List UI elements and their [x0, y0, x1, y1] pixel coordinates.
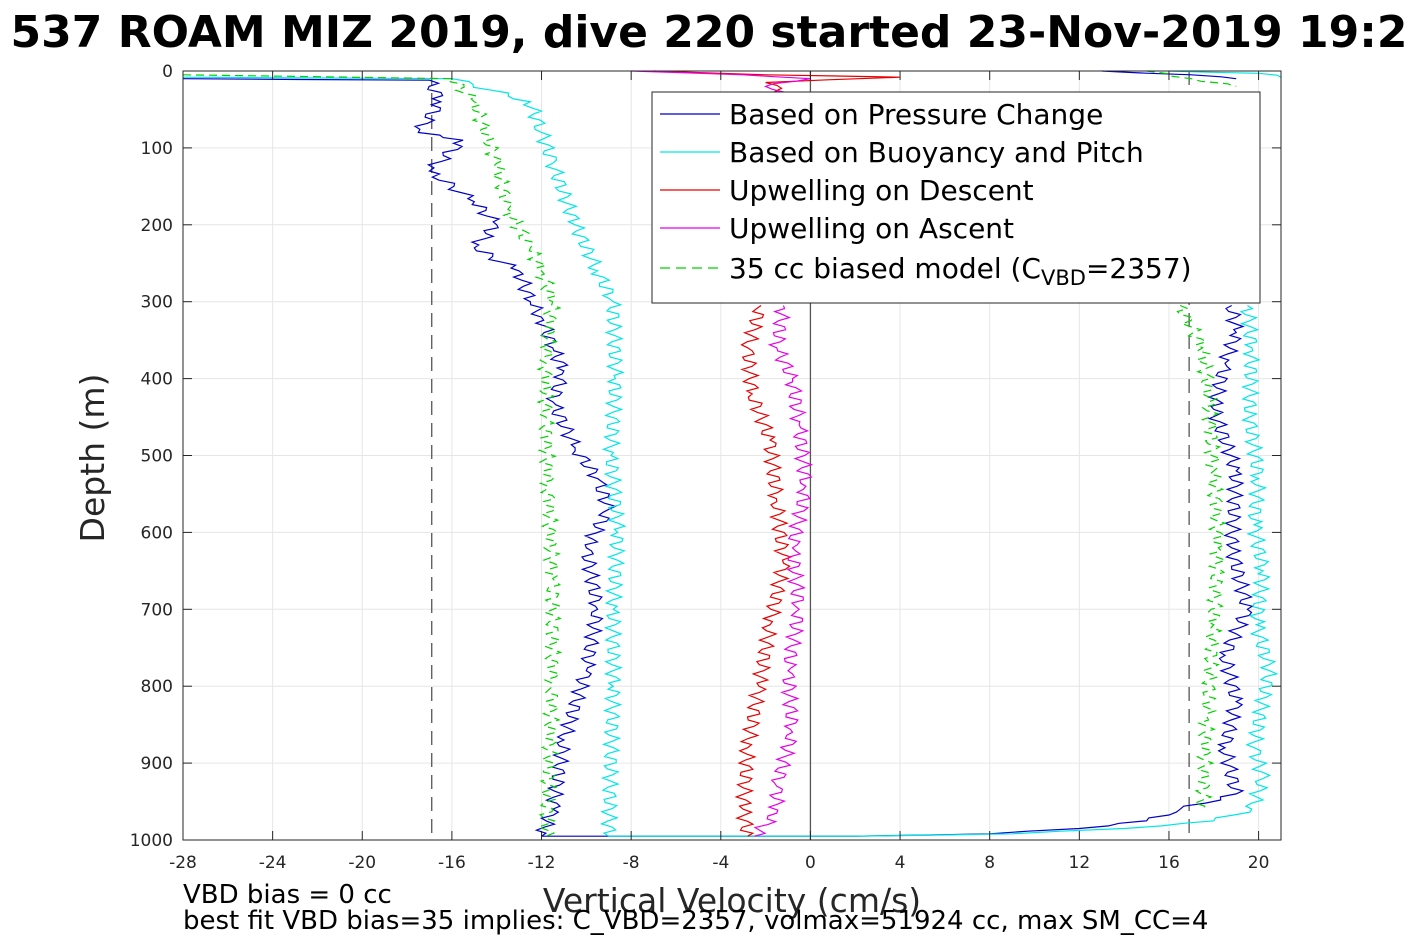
- x-tick-label: 20: [1248, 853, 1270, 873]
- y-tick-label: 900: [141, 754, 173, 774]
- y-tick-label: 300: [141, 293, 173, 313]
- series-line: [608, 808, 1253, 837]
- y-tick-label: 500: [141, 447, 173, 467]
- series-line: [1101, 70, 1237, 80]
- y-tick-label: 700: [141, 600, 173, 620]
- x-axis-label: Vertical Velocity (cm/s): [543, 881, 921, 920]
- data-series: [182, 70, 1282, 837]
- y-axis-label: Depth (m): [73, 374, 112, 543]
- footer-line-1: VBD bias = 0 cc: [183, 880, 392, 910]
- legend-label: Based on Buoyancy and Pitch: [729, 136, 1144, 169]
- x-tick-label: 16: [1158, 853, 1180, 873]
- legend-label: Upwelling on Ascent: [729, 212, 1014, 245]
- legend-label: Upwelling on Descent: [729, 174, 1034, 207]
- series-line: [1176, 304, 1228, 810]
- series-line: [753, 305, 814, 837]
- y-tick-label: 800: [141, 677, 173, 697]
- legend: Based on Pressure Change Based on Buoyanc…: [651, 91, 1261, 304]
- y-axis-ticks: 0 100 200 300 400 500 600 700 800 900 1000: [130, 62, 1281, 851]
- x-tick-label: -12: [528, 853, 556, 873]
- y-tick-label: 200: [141, 216, 173, 236]
- footer-line-2: best fit VBD bias=35 implies: C_VBD=2357…: [183, 906, 1208, 936]
- x-tick-label: 4: [895, 853, 906, 873]
- series-line: [1179, 304, 1254, 810]
- series-2: [653, 70, 901, 837]
- x-tick-label: -20: [348, 853, 376, 873]
- series-line: [182, 74, 563, 837]
- chart-title: 537 ROAM MIZ 2019, dive 220 started 23-N…: [11, 7, 1408, 58]
- y-tick-label: 600: [141, 523, 173, 543]
- y-tick-label: 1000: [130, 831, 173, 851]
- legend-label-model: 35 cc biased model (CVBD=2357): [729, 252, 1192, 290]
- series-1: [182, 70, 1282, 837]
- x-tick-label: 12: [1069, 853, 1091, 873]
- y-tick-label: 400: [141, 370, 173, 390]
- series-line: [734, 305, 793, 837]
- y-tick-label: 100: [141, 139, 173, 159]
- x-tick-label: 0: [805, 853, 816, 873]
- x-tick-label: -8: [623, 853, 640, 873]
- series-4: [182, 70, 1237, 837]
- x-tick-label: -4: [712, 853, 729, 873]
- series-line: [182, 76, 627, 837]
- series-line: [1146, 70, 1237, 87]
- legend-box: [651, 91, 1261, 304]
- x-tick-label: -28: [169, 853, 197, 873]
- series-line: [182, 78, 618, 837]
- series-line: [541, 808, 1181, 837]
- y-tick-label: 0: [162, 62, 173, 82]
- series-line: [653, 70, 901, 95]
- x-axis-ticks: -28 -24 -20 -16 -12 -8 -4 0 4 8 12 16 20: [169, 71, 1269, 873]
- x-tick-label: -24: [259, 853, 287, 873]
- x-tick-label: 8: [984, 853, 995, 873]
- series-line: [1239, 304, 1279, 810]
- x-tick-label: -16: [438, 853, 466, 873]
- legend-label: Based on Pressure Change: [729, 98, 1103, 131]
